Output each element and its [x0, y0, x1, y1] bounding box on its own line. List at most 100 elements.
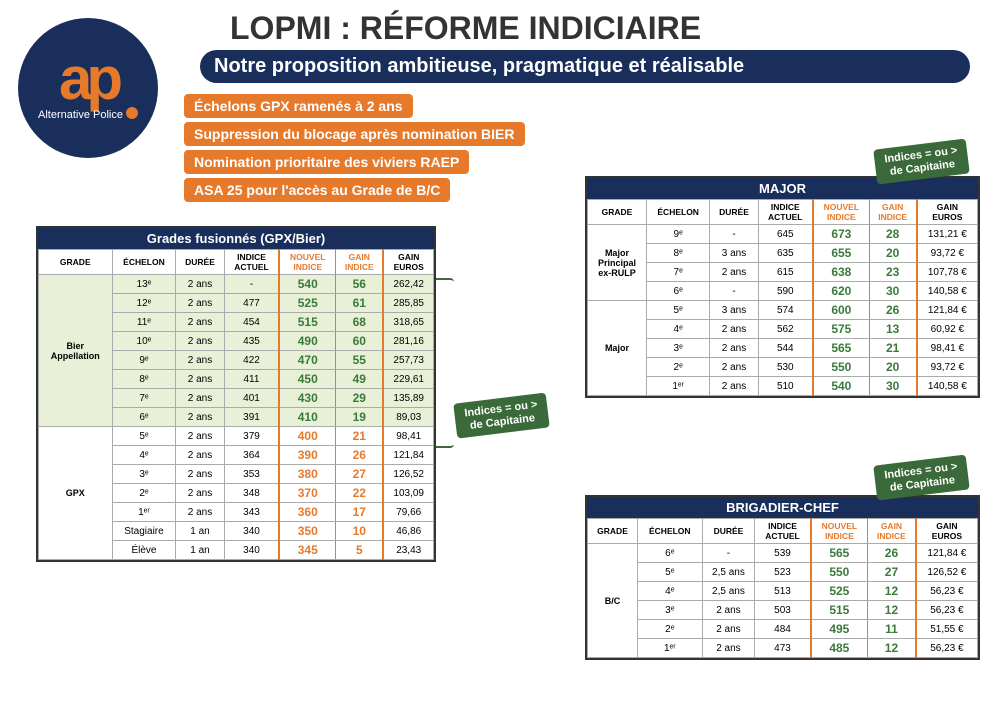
table-row: 6ᵉ-59062030140,58 € — [588, 282, 978, 301]
echelon-cell: Élève — [112, 541, 176, 560]
echelon-cell: 3ᵉ — [638, 601, 702, 620]
nouvel-indice-cell: 490 — [279, 332, 335, 351]
duree-cell: 2 ans — [710, 263, 758, 282]
indice-actuel-cell: 379 — [224, 427, 279, 446]
table-row: 4ᵉ2,5 ans5135251256,23 € — [588, 582, 978, 601]
echelon-cell: 6ᵉ — [638, 544, 702, 563]
indice-actuel-cell: 484 — [755, 620, 811, 639]
echelon-cell: 7ᵉ — [112, 389, 176, 408]
echelon-cell: 5ᵉ — [112, 427, 176, 446]
table-gpx-title: Grades fusionnés (GPX/Bier) — [38, 228, 434, 249]
gain-euros-cell: 126,52 — [383, 465, 433, 484]
indice-actuel-cell: 391 — [224, 408, 279, 427]
gain-euros-cell: 98,41 € — [917, 339, 978, 358]
echelon-cell: 3ᵉ — [646, 339, 710, 358]
grade-cell: B/C — [588, 544, 638, 658]
indice-actuel-cell: 562 — [758, 320, 813, 339]
col-duree: DURÉE — [710, 200, 758, 225]
gain-indice-cell: 49 — [336, 370, 384, 389]
gain-euros-cell: 93,72 € — [917, 358, 978, 377]
echelon-cell: 13ᵉ — [112, 275, 176, 294]
gain-euros-cell: 103,09 — [383, 484, 433, 503]
indice-actuel-cell: 513 — [755, 582, 811, 601]
duree-cell: - — [710, 225, 758, 244]
echelon-cell: 1ᵉʳ — [112, 503, 176, 522]
col-indice-actuel: INDICEACTUEL — [758, 200, 813, 225]
table-gpx: Grades fusionnés (GPX/Bier) GRADEÉCHELON… — [36, 226, 436, 562]
gain-euros-cell: 23,43 — [383, 541, 433, 560]
gain-indice-cell: 12 — [868, 601, 916, 620]
nouvel-indice-cell: 600 — [813, 301, 869, 320]
indice-actuel-cell: 348 — [224, 484, 279, 503]
gain-euros-cell: 51,55 € — [916, 620, 978, 639]
bullet-1: Échelons GPX ramenés à 2 ans — [184, 94, 413, 118]
indice-actuel-cell: 473 — [755, 639, 811, 658]
gain-indice-cell: 11 — [868, 620, 916, 639]
logo: ap Alternative Police — [18, 18, 158, 158]
table-major-title: MAJOR — [587, 178, 978, 199]
echelon-cell: 2ᵉ — [112, 484, 176, 503]
duree-cell: 2 ans — [176, 313, 224, 332]
subtitle: Notre proposition ambitieuse, pragmatiqu… — [200, 50, 970, 83]
duree-cell: 2 ans — [176, 389, 224, 408]
grade-cell: Major — [588, 301, 647, 396]
gain-euros-cell: 121,84 € — [917, 301, 978, 320]
echelon-cell: 4ᵉ — [646, 320, 710, 339]
gain-euros-cell: 79,66 — [383, 503, 433, 522]
duree-cell: 2,5 ans — [702, 563, 755, 582]
gain-indice-cell: 20 — [869, 358, 917, 377]
gain-euros-cell: 56,23 € — [916, 601, 978, 620]
gain-indice-cell: 23 — [869, 263, 917, 282]
col-nouvel-indice: NOUVELINDICE — [279, 250, 335, 275]
gain-euros-cell: 56,23 € — [916, 582, 978, 601]
gain-indice-cell: 55 — [336, 351, 384, 370]
nouvel-indice-cell: 550 — [811, 563, 868, 582]
gain-euros-cell: 121,84 — [383, 446, 433, 465]
col-gain-indice: GAININDICE — [336, 250, 384, 275]
echelon-cell: 4ᵉ — [638, 582, 702, 601]
connector-gpx — [436, 278, 454, 448]
nouvel-indice-cell: 370 — [279, 484, 335, 503]
gain-indice-cell: 21 — [869, 339, 917, 358]
grade-cell: BierAppellation — [39, 275, 113, 427]
duree-cell: 2 ans — [176, 427, 224, 446]
gain-indice-cell: 12 — [868, 582, 916, 601]
gain-euros-cell: 229,61 — [383, 370, 433, 389]
gain-euros-cell: 98,41 — [383, 427, 433, 446]
nouvel-indice-cell: 540 — [279, 275, 335, 294]
nouvel-indice-cell: 565 — [811, 544, 868, 563]
indice-actuel-cell: 544 — [758, 339, 813, 358]
grade-cell: MajorPrincipalex-RULP — [588, 225, 647, 301]
indice-actuel-cell: 523 — [755, 563, 811, 582]
nouvel-indice-cell: 495 — [811, 620, 868, 639]
table-major: MAJOR GRADEÉCHELONDURÉEINDICEACTUELNOUVE… — [585, 176, 980, 398]
indice-actuel-cell: 574 — [758, 301, 813, 320]
indice-actuel-cell: 590 — [758, 282, 813, 301]
duree-cell: 2 ans — [176, 446, 224, 465]
echelon-cell: Stagiaire — [112, 522, 176, 541]
indice-actuel-cell: 340 — [224, 522, 279, 541]
col-grade: GRADE — [588, 519, 638, 544]
bullet-2: Suppression du blocage après nomination … — [184, 122, 525, 146]
indice-actuel-cell: 422 — [224, 351, 279, 370]
table-bc-title: BRIGADIER-CHEF — [587, 497, 978, 518]
col-nouvel-indice: NOUVELINDICE — [811, 519, 868, 544]
echelon-cell: 6ᵉ — [112, 408, 176, 427]
gain-euros-cell: 281,16 — [383, 332, 433, 351]
gain-indice-cell: 22 — [336, 484, 384, 503]
duree-cell: - — [710, 282, 758, 301]
echelon-cell: 9ᵉ — [112, 351, 176, 370]
gain-indice-cell: 56 — [336, 275, 384, 294]
gain-indice-cell: 17 — [336, 503, 384, 522]
indice-actuel-cell: 510 — [758, 377, 813, 396]
gain-indice-cell: 30 — [869, 377, 917, 396]
indice-actuel-cell: 454 — [224, 313, 279, 332]
gain-indice-cell: 27 — [868, 563, 916, 582]
nouvel-indice-cell: 638 — [813, 263, 869, 282]
col-grade: GRADE — [39, 250, 113, 275]
echelon-cell: 8ᵉ — [646, 244, 710, 263]
table-row: 5ᵉ2,5 ans52355027126,52 € — [588, 563, 978, 582]
indice-actuel-cell: 353 — [224, 465, 279, 484]
page-title: LOPMI : RÉFORME INDICIAIRE — [230, 10, 701, 47]
col-echelon: ÉCHELON — [646, 200, 710, 225]
